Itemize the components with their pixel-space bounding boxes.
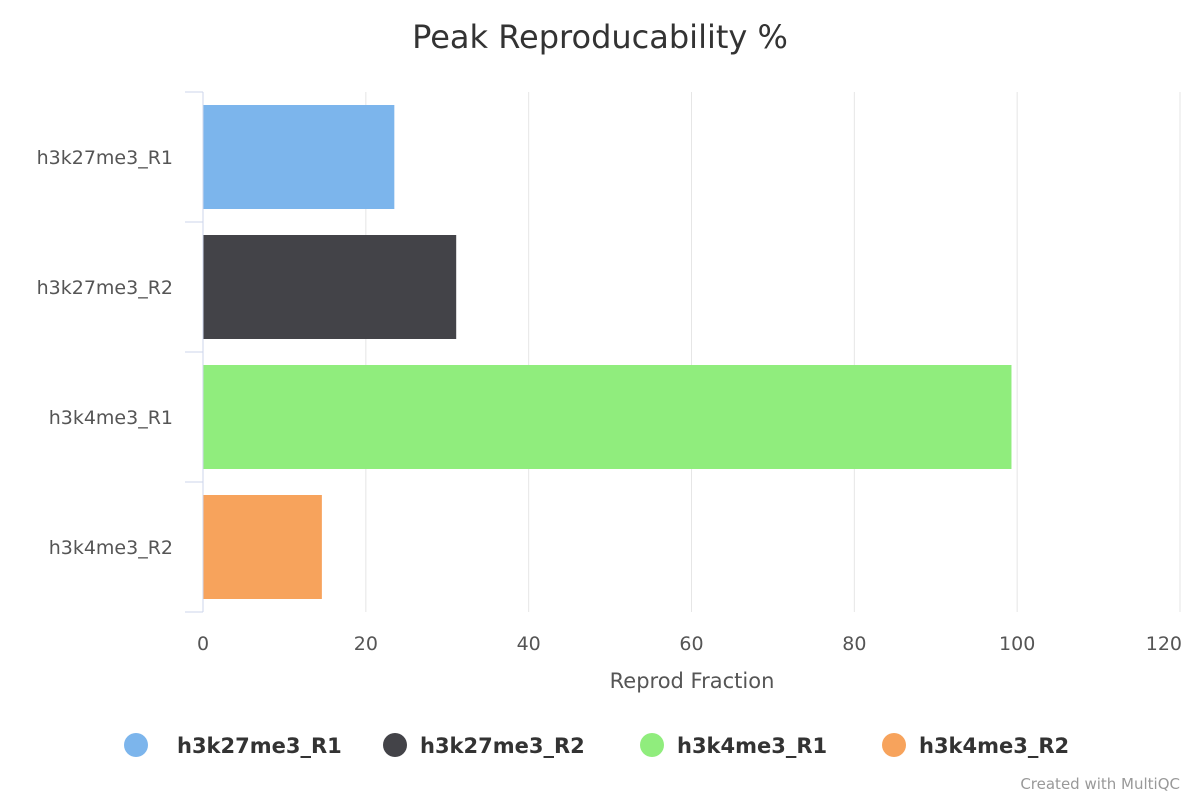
- legend-label: h3k27me3_R2: [420, 734, 585, 758]
- bar-h3k4me3_R2[interactable]: [203, 495, 322, 599]
- chart-title: Peak Reproducability %: [412, 18, 788, 56]
- bar-h3k27me3_R1[interactable]: [203, 105, 395, 209]
- x-tick-label: 60: [679, 633, 703, 655]
- category-label: h3k27me3_R2: [37, 277, 173, 299]
- x-tick-label: 40: [517, 633, 541, 655]
- bar-h3k27me3_R2[interactable]: [203, 235, 457, 339]
- category-label: h3k4me3_R2: [49, 537, 173, 559]
- legend-label: h3k4me3_R1: [677, 734, 827, 758]
- legend-item-h3k27me3_R1[interactable]: h3k27me3_R1: [124, 733, 342, 758]
- x-tick-label: 0: [197, 633, 209, 655]
- category-label: h3k27me3_R1: [37, 147, 173, 169]
- legend-marker: [383, 733, 407, 757]
- x-tick-label: 120: [1146, 633, 1182, 655]
- legend: h3k27me3_R1 h3k27me3_R2 h3k4me3_R1 h3k4me3_…: [124, 733, 1069, 758]
- bars: [203, 105, 1012, 599]
- x-axis-title: Reprod Fraction: [610, 669, 775, 693]
- x-tick-label: 80: [842, 633, 866, 655]
- legend-label: h3k27me3_R1: [177, 734, 342, 758]
- legend-item-h3k4me3_R2[interactable]: h3k4me3_R2: [882, 733, 1069, 758]
- x-tick-label: 20: [354, 633, 378, 655]
- bar-h3k4me3_R1[interactable]: [203, 365, 1012, 469]
- category-labels: h3k27me3_R1 h3k27me3_R2 h3k4me3_R1 h3k4me3_…: [37, 147, 173, 559]
- category-label: h3k4me3_R1: [49, 407, 173, 429]
- x-tick-labels: 0 20 40 60 80 100 120: [197, 633, 1182, 655]
- legend-label: h3k4me3_R2: [919, 734, 1069, 758]
- legend-marker: [640, 733, 664, 757]
- credit-text: Created with MultiQC: [1020, 775, 1180, 793]
- x-tick-label: 100: [999, 633, 1035, 655]
- grid-lines: [365, 92, 1181, 612]
- axes: [185, 91, 204, 613]
- legend-marker: [882, 733, 906, 757]
- legend-item-h3k27me3_R2[interactable]: h3k27me3_R2: [383, 733, 585, 758]
- legend-item-h3k4me3_R1[interactable]: h3k4me3_R1: [640, 733, 827, 758]
- legend-marker: [124, 733, 148, 757]
